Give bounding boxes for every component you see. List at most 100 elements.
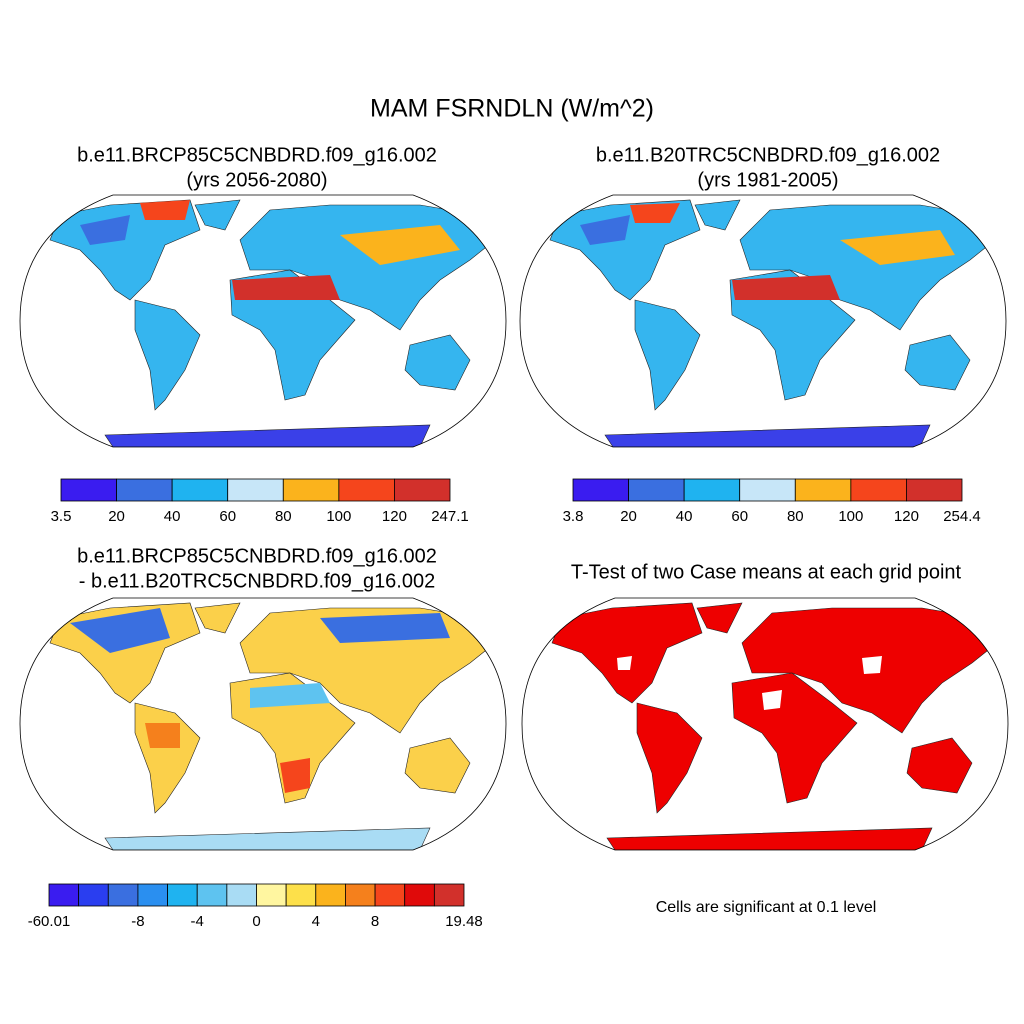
land-samerica [634,299,701,411]
land-samerica [134,299,201,411]
colorbar-box [285,883,317,907]
colorbar-box [196,883,228,907]
land-field [145,723,180,748]
map [19,194,507,448]
colorbar-box [683,478,741,502]
colorbar-box [338,478,395,502]
land-australia [404,737,471,794]
panel-title: b.e11.BRCP85C5CNBDRD.f09_g16.002 [77,144,437,166]
panel-title: (yrs 1981-2005) [697,169,838,191]
colorbar-box [256,883,287,907]
map-outline [19,597,507,851]
panel-title: (yrs 2056-2080) [186,169,327,191]
colorbar-label: 254.4 [943,508,981,525]
land-field [630,203,680,223]
land-field [140,200,190,220]
land-greenland [694,199,741,231]
land-greenland [194,602,241,634]
map-outline [521,597,1009,851]
colorbar-box [116,478,173,502]
colorbar-box [433,883,465,907]
colorbar-label: 3.8 [563,508,584,525]
colorbar-label: 80 [275,508,292,525]
land-eurasia [239,607,496,734]
colorbar-box [282,478,340,502]
colorbar-box [906,478,963,502]
panel-title: b.e11.BRCP85C5CNBDRD.f09_g16.002 [77,545,437,567]
land-namerica [551,602,703,704]
land-antarctica [606,827,933,850]
colorbar-label: 20 [620,508,637,525]
land-australia [404,334,471,391]
colorbar-label: 0 [252,913,260,930]
land-field [232,275,340,300]
colorbar-label: 20 [108,508,125,525]
colorbar-label: 120 [382,508,407,525]
colorbar-box [60,478,117,502]
colorbar-label: 120 [894,508,919,525]
figure-title: MAM FSRNDLN (W/m^2) [370,95,654,123]
colorbar-label: 3.5 [51,508,72,525]
colorbar-box [107,883,139,907]
land-field [840,230,955,265]
colorbar-box [374,883,406,907]
land-field [320,613,450,643]
map [519,194,1007,448]
map-outline [519,194,1007,448]
colorbar-label: 247.1 [431,508,469,525]
land [551,602,998,850]
colorbar-box [226,883,257,907]
land-field [732,275,840,300]
panel-note: Cells are significant at 0.1 level [656,899,877,916]
land-antarctica [604,424,931,447]
colorbar-box [227,478,284,502]
colorbar-box [315,883,346,907]
colorbar-box [171,478,229,502]
colorbar-label: 40 [676,508,693,525]
land [49,199,496,447]
colorbar-label: 100 [838,508,863,525]
colorbar-box [572,478,629,502]
colorbar-label: 80 [787,508,804,525]
land-field [617,656,632,670]
map-outline [19,194,507,448]
land-namerica [549,199,701,301]
land-antarctica [104,827,431,850]
colorbar-label: 60 [731,508,748,525]
map [521,597,1009,851]
land-field [862,656,882,674]
land [49,602,496,850]
panel-title: - b.e11.B20TRC5CNBDRD.f09_g16.002 [79,570,435,592]
colorbar-label: 19.48 [445,913,483,930]
land-samerica [636,702,703,814]
land-samerica [134,702,201,814]
colorbar-label: -60.01 [28,913,71,930]
colorbar-box [850,478,907,502]
land-field [250,683,330,708]
colorbar-label: -4 [191,913,204,930]
land-australia [904,334,971,391]
colorbar-box [345,883,376,907]
colorbar-box [794,478,852,502]
colorbar-box [394,478,451,502]
land-field [762,690,782,710]
colorbar-label: 60 [219,508,236,525]
colorbar-label: -8 [131,913,144,930]
land [549,199,996,447]
colorbar-box [404,883,435,907]
colorbar-label: 100 [326,508,351,525]
land-field [280,758,310,793]
land-greenland [194,199,241,231]
colorbar-box [137,883,168,907]
panel-title: b.e11.B20TRC5CNBDRD.f09_g16.002 [596,144,940,166]
land-greenland [696,602,743,634]
land-field [80,215,130,245]
land-field [340,225,460,265]
land-australia [906,737,973,794]
colorbar-box [739,478,796,502]
map [19,597,507,851]
colorbar-box [48,883,80,907]
land-field [70,608,170,653]
colorbar-label: 40 [164,508,181,525]
